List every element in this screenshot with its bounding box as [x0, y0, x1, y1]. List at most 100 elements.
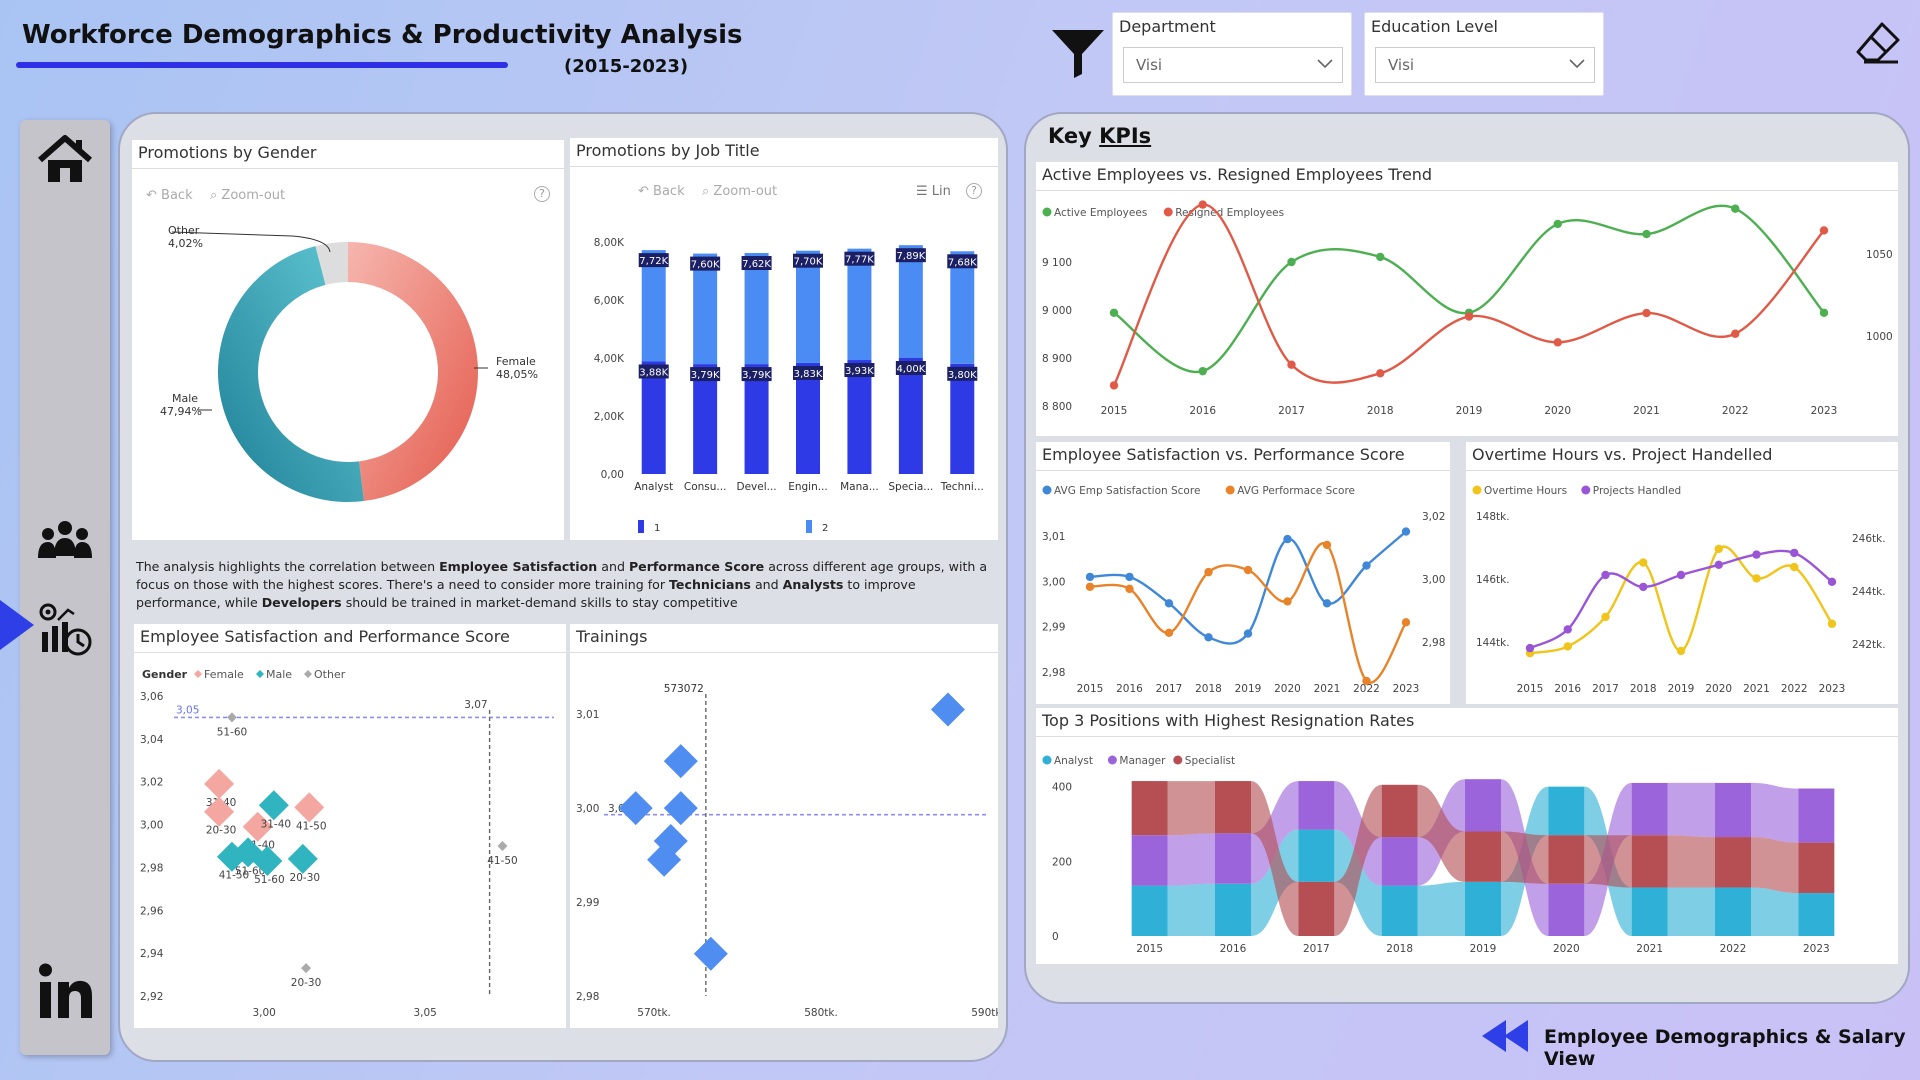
ribbon-bar[interactable] — [1381, 885, 1418, 936]
ribbon-band[interactable] — [1334, 781, 1382, 886]
back-arrow-icon[interactable] — [1480, 1018, 1532, 1054]
ribbon-bar[interactable] — [1465, 881, 1501, 936]
ribbon-band[interactable] — [1584, 835, 1632, 888]
other-slice[interactable] — [315, 242, 348, 285]
female-slice[interactable] — [348, 242, 478, 502]
help-icon[interactable]: ? — [966, 183, 982, 199]
series-point[interactable] — [1085, 572, 1095, 582]
series-point[interactable] — [1287, 360, 1296, 369]
department-dropdown[interactable]: Visi — [1123, 47, 1343, 83]
ribbon-bar[interactable] — [1298, 829, 1335, 882]
bar-series-2[interactable] — [950, 251, 975, 364]
ribbon-band[interactable] — [1751, 887, 1799, 936]
series-point[interactable] — [1553, 219, 1562, 229]
series-point[interactable] — [1601, 612, 1610, 622]
series-point[interactable] — [1085, 582, 1095, 591]
series-point[interactable] — [1109, 308, 1119, 317]
bar-series-1[interactable] — [950, 363, 975, 474]
series-point[interactable] — [1563, 625, 1572, 634]
scatter-point[interactable] — [647, 842, 682, 877]
series-point[interactable] — [1204, 567, 1213, 577]
series-line[interactable] — [1089, 541, 1408, 684]
series-point[interactable] — [1819, 308, 1829, 317]
series-point[interactable] — [1464, 312, 1474, 321]
scatter-point[interactable] — [301, 963, 312, 974]
scatter-point[interactable] — [258, 790, 289, 821]
ribbon-bar[interactable] — [1465, 831, 1501, 882]
ribbon-bar[interactable] — [1215, 833, 1251, 884]
series-point[interactable] — [1642, 229, 1651, 239]
scatter-point[interactable] — [618, 791, 653, 826]
series-point[interactable] — [1731, 329, 1740, 338]
series-point[interactable] — [1283, 597, 1292, 606]
bar-series-2[interactable] — [641, 250, 666, 362]
series-point[interactable] — [1362, 676, 1371, 686]
ribbon-bar[interactable] — [1131, 781, 1168, 836]
series-point[interactable] — [1243, 565, 1253, 575]
scatter-point[interactable] — [242, 811, 273, 842]
ribbon-band[interactable] — [1667, 782, 1715, 838]
series-point[interactable] — [1827, 577, 1837, 586]
series-point[interactable] — [1283, 534, 1292, 544]
bar-series-1[interactable] — [693, 364, 718, 474]
ribbon-bar[interactable] — [1715, 887, 1751, 936]
linkedin-icon[interactable] — [34, 960, 96, 1022]
series-point[interactable] — [1639, 582, 1648, 592]
series-point[interactable] — [1752, 574, 1761, 583]
bar-series-1[interactable] — [744, 364, 769, 474]
scatter-point[interactable] — [663, 791, 698, 826]
eraser-icon[interactable] — [1854, 18, 1902, 66]
bar-series-1[interactable] — [898, 358, 923, 474]
series-point[interactable] — [1827, 619, 1837, 628]
series-line[interactable] — [1089, 530, 1407, 645]
series-point[interactable] — [1322, 599, 1332, 608]
ribbon-band[interactable] — [1167, 833, 1215, 886]
ribbon-band[interactable] — [1751, 782, 1799, 843]
ribbon-bar[interactable] — [1631, 782, 1668, 836]
ribbon-bar[interactable] — [1131, 835, 1168, 886]
ribbon-band[interactable] — [1667, 887, 1715, 936]
education-dropdown[interactable]: Visi — [1375, 47, 1595, 83]
scatter-point[interactable] — [294, 792, 325, 823]
scatter-point[interactable] — [252, 846, 283, 876]
ribbon-band[interactable] — [1751, 837, 1799, 894]
ribbon-bar[interactable] — [1381, 837, 1418, 886]
ribbon-bar[interactable] — [1715, 837, 1751, 888]
series-point[interactable] — [1322, 540, 1332, 550]
ribbon-band[interactable] — [1167, 781, 1215, 836]
back-button[interactable]: ↶ Back — [638, 184, 685, 199]
ribbon-bar[interactable] — [1631, 887, 1668, 936]
series-point[interactable] — [1204, 633, 1213, 642]
ribbon-bar[interactable] — [1631, 835, 1668, 888]
scatter-point[interactable] — [204, 796, 235, 827]
bar-series-1[interactable] — [641, 361, 666, 474]
series-point[interactable] — [1676, 570, 1686, 580]
bar-series-2[interactable] — [847, 248, 872, 361]
ribbon-band[interactable] — [1334, 784, 1382, 936]
ribbon-band[interactable] — [1667, 835, 1715, 888]
male-slice[interactable] — [218, 246, 364, 502]
series-point[interactable] — [1376, 252, 1385, 262]
series-point[interactable] — [1731, 204, 1740, 213]
zoom-out-button[interactable]: ⌕ Zoom-out — [702, 184, 778, 199]
scatter-point[interactable] — [693, 936, 728, 971]
series-point[interactable] — [1819, 226, 1829, 235]
ribbon-bar[interactable] — [1715, 782, 1751, 838]
series-line[interactable] — [1113, 204, 1825, 374]
ribbon-bar[interactable] — [1548, 883, 1585, 936]
scatter-point[interactable] — [204, 768, 235, 799]
salary-view-link[interactable]: Employee Demographics & Salary View — [1544, 1026, 1906, 1070]
series-point[interactable] — [1362, 561, 1371, 570]
bar-series-2[interactable] — [744, 253, 769, 365]
scatter-point[interactable] — [497, 841, 508, 851]
bar-series-1[interactable] — [847, 360, 872, 474]
scatter-point[interactable] — [663, 744, 698, 779]
productivity-icon[interactable] — [34, 598, 96, 660]
lin-toggle[interactable]: ☰ Lin — [916, 184, 951, 199]
series-point[interactable] — [1198, 366, 1207, 376]
bar-series-2[interactable] — [693, 253, 718, 365]
ribbon-bar[interactable] — [1298, 781, 1335, 830]
series-point[interactable] — [1125, 572, 1134, 582]
series-point[interactable] — [1109, 381, 1119, 390]
series-point[interactable] — [1790, 562, 1799, 572]
